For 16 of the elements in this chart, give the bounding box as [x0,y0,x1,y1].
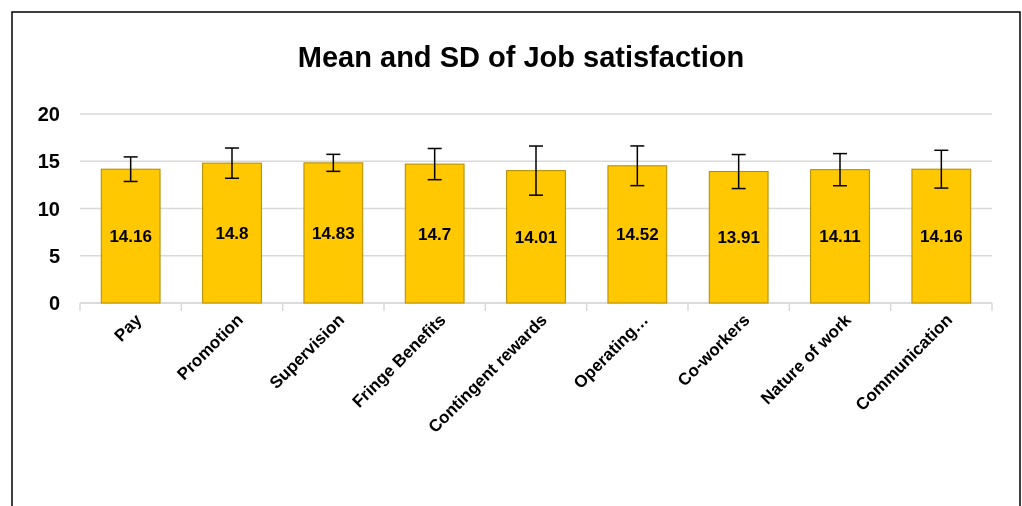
data-label: 14.83 [312,223,355,243]
data-label: 14.8 [215,224,249,244]
y-tick-label: 5 [48,244,60,267]
x-tick-label: Pay [110,310,146,346]
data-label: 14.16 [109,227,152,247]
y-tick-label: 0 [48,292,60,314]
chart-title: Mean and SD of Job satisfaction [297,41,745,73]
data-label: 13.91 [717,228,760,248]
data-label: 14.01 [514,227,558,247]
data-label: 14.52 [616,225,659,245]
data-label: 14.11 [819,227,861,247]
y-tick-label: 15 [37,150,60,173]
y-tick-label: 20 [37,103,60,125]
data-label: 14.7 [418,224,452,244]
y-tick-label: 10 [37,197,60,220]
data-label: 14.16 [920,227,963,247]
